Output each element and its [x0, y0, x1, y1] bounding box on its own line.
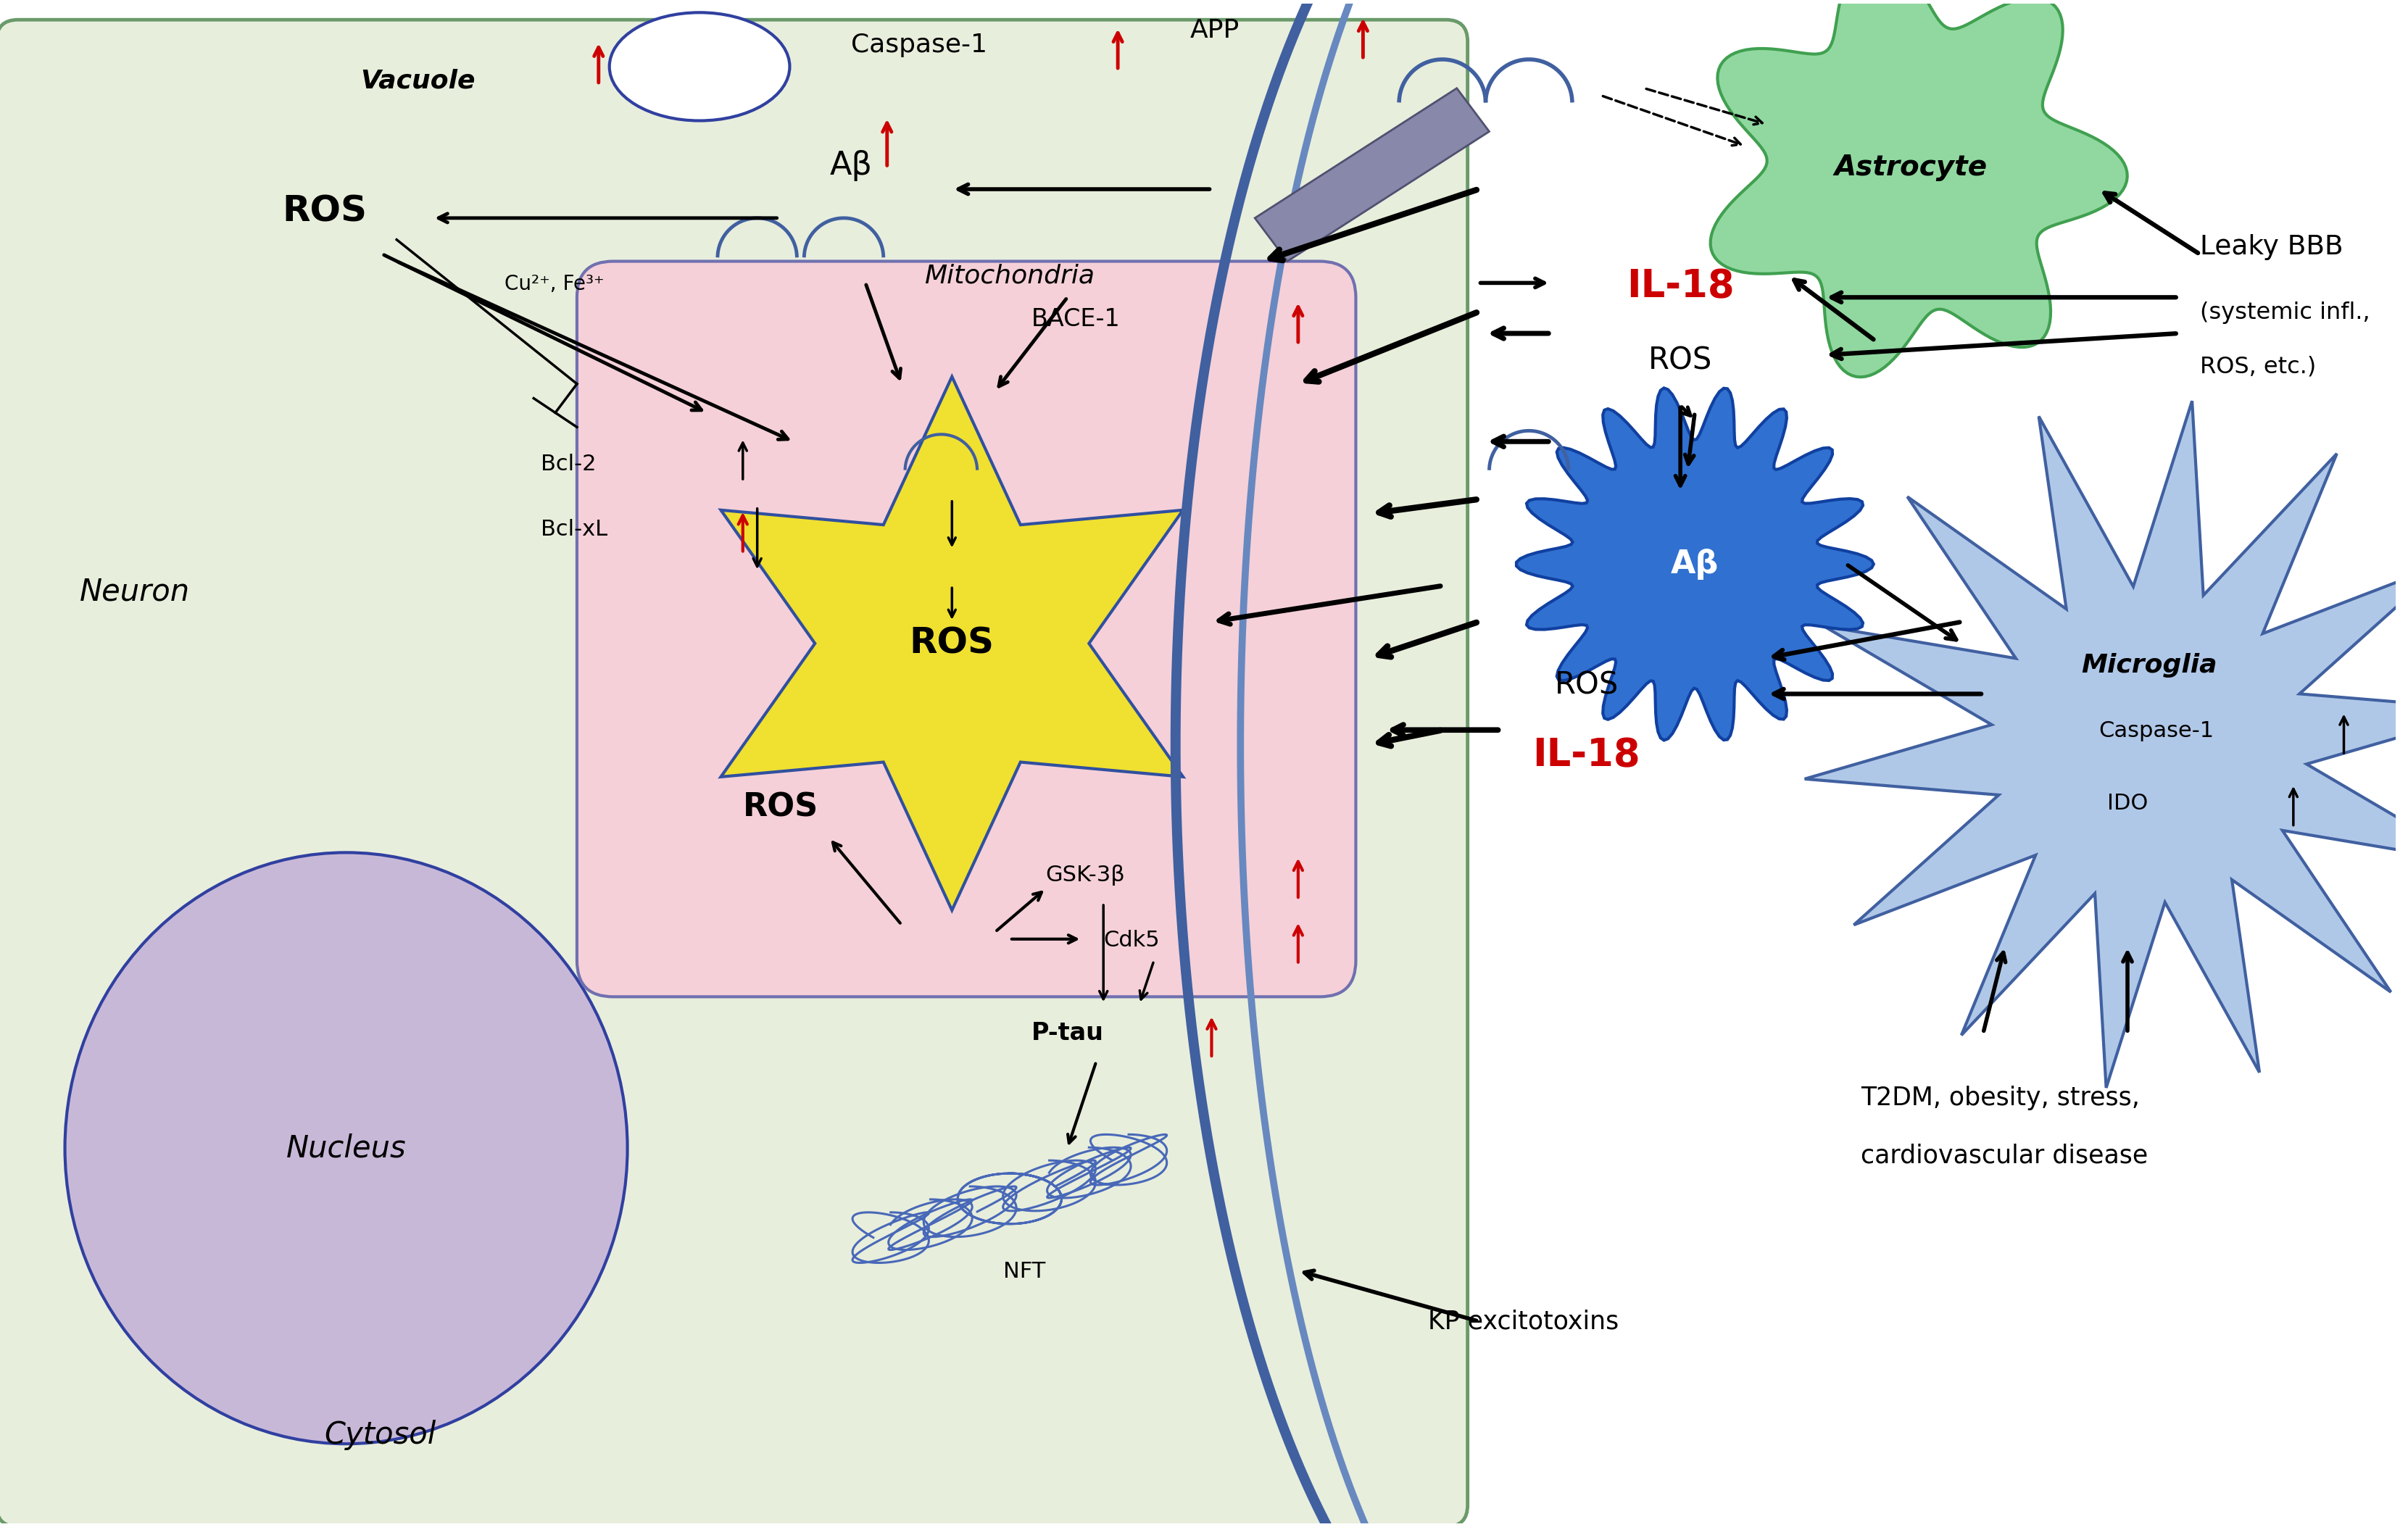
Text: KP excitotoxins: KP excitotoxins — [1428, 1309, 1618, 1333]
Text: ROS: ROS — [1556, 670, 1618, 701]
Text: ROS: ROS — [282, 194, 366, 229]
Polygon shape — [1804, 402, 2408, 1087]
Text: Mitochondria: Mitochondria — [925, 263, 1096, 289]
Text: APP: APP — [1190, 18, 1240, 43]
Text: Aβ: Aβ — [828, 150, 872, 182]
Text: IL-18: IL-18 — [1534, 736, 1640, 774]
Text: ROS: ROS — [910, 626, 995, 661]
Text: Nucleus: Nucleus — [287, 1133, 407, 1164]
Text: Caspase-1: Caspase-1 — [850, 32, 987, 58]
Text: GSK-3β: GSK-3β — [1045, 864, 1125, 886]
Polygon shape — [1255, 89, 1488, 261]
Ellipse shape — [609, 12, 790, 121]
Text: ROS: ROS — [742, 793, 819, 823]
Text: Cdk5: Cdk5 — [1103, 930, 1161, 951]
Text: BACE-1: BACE-1 — [1031, 307, 1120, 331]
Polygon shape — [1517, 388, 1873, 741]
FancyBboxPatch shape — [0, 20, 1466, 1527]
Text: IL-18: IL-18 — [1625, 267, 1734, 305]
Text: Leaky BBB: Leaky BBB — [2199, 234, 2343, 260]
Text: Vacuole: Vacuole — [361, 69, 474, 93]
Text: Bcl-2: Bcl-2 — [542, 454, 597, 475]
Text: ROS: ROS — [1649, 345, 1712, 376]
Polygon shape — [1710, 0, 2126, 377]
Text: Microglia: Microglia — [2081, 652, 2218, 678]
Text: P-tau: P-tau — [1031, 1022, 1103, 1044]
Text: NFT: NFT — [1004, 1261, 1045, 1283]
Text: Caspase-1: Caspase-1 — [2100, 721, 2213, 742]
Ellipse shape — [65, 852, 628, 1445]
Text: Cu²⁺, Fe³⁺: Cu²⁺, Fe³⁺ — [506, 275, 604, 295]
Text: Aβ: Aβ — [1671, 548, 1719, 580]
Text: Neuron: Neuron — [79, 576, 190, 606]
Text: Bcl-xL: Bcl-xL — [542, 519, 607, 539]
Text: IDO: IDO — [2107, 793, 2148, 814]
Text: T2DM, obesity, stress,: T2DM, obesity, stress, — [1861, 1086, 2141, 1110]
Text: ROS, etc.): ROS, etc.) — [2199, 356, 2316, 379]
Text: Astrocyte: Astrocyte — [1835, 154, 1987, 182]
Text: Cytosol: Cytosol — [325, 1420, 436, 1451]
Text: (systemic infl.,: (systemic infl., — [2199, 302, 2369, 324]
FancyBboxPatch shape — [578, 261, 1356, 997]
Text: cardiovascular disease: cardiovascular disease — [1861, 1144, 2148, 1168]
Polygon shape — [720, 377, 1182, 910]
